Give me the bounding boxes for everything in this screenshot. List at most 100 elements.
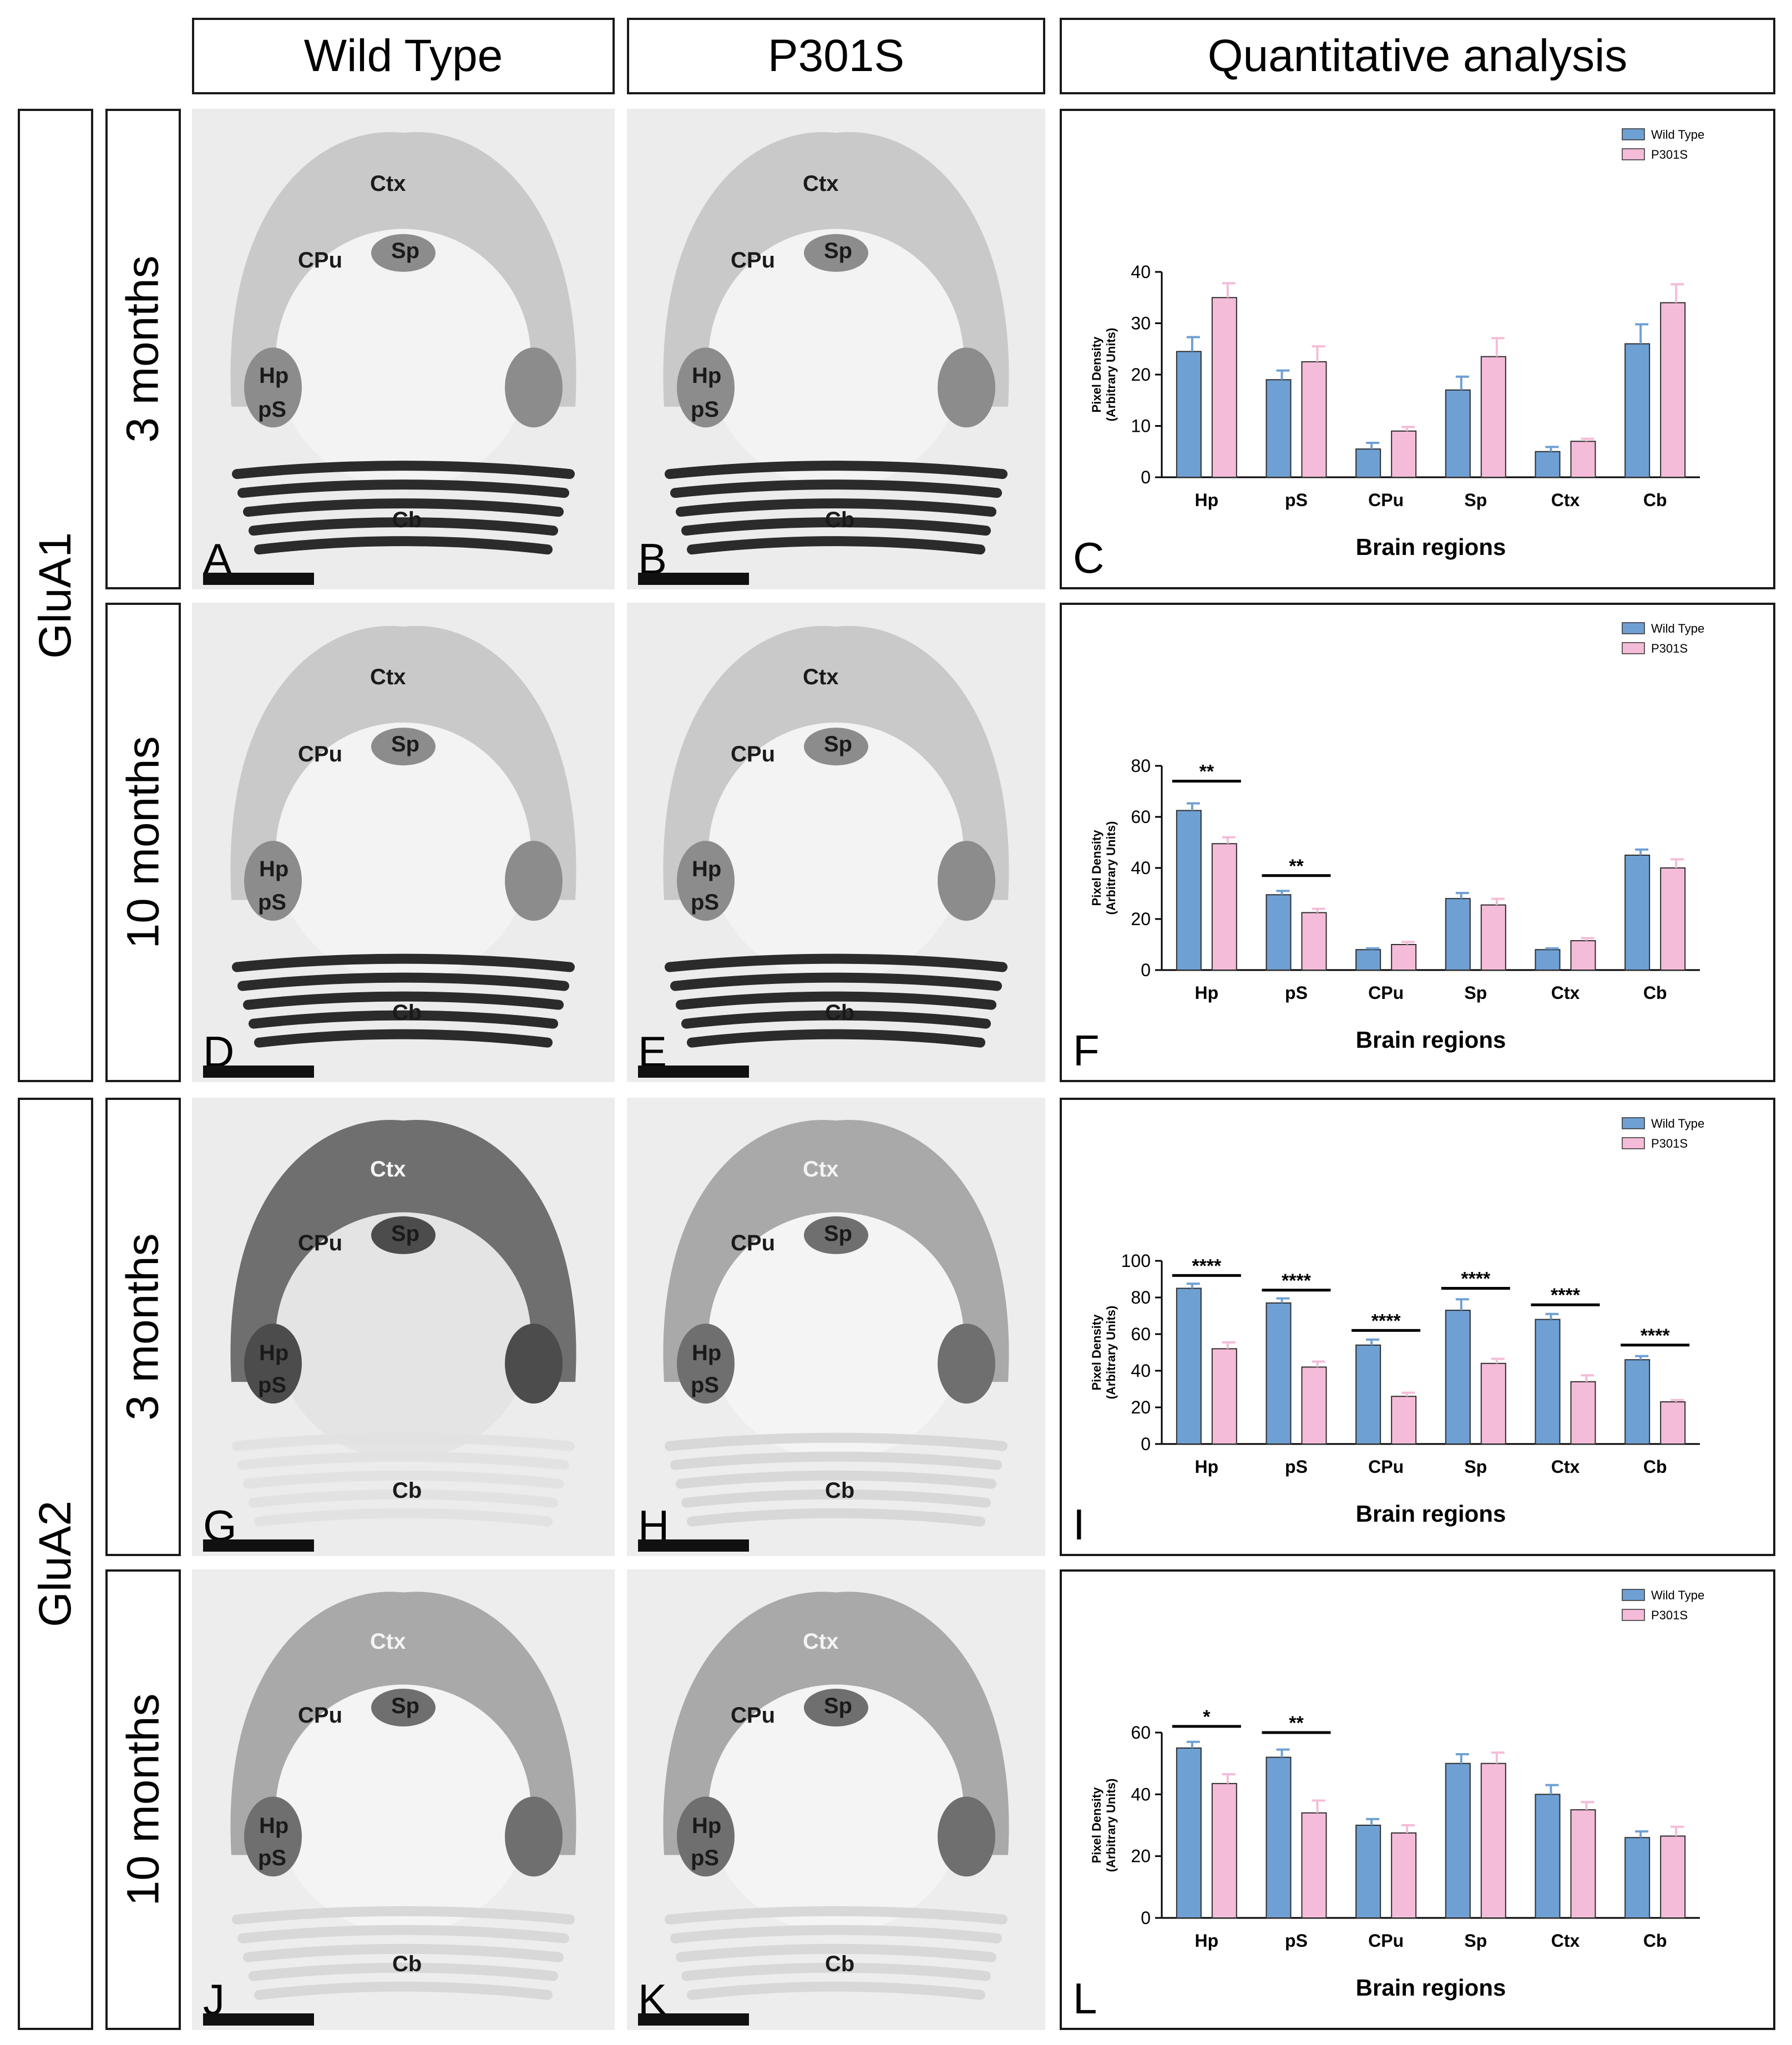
cerebellum-folium-shape (687, 1981, 985, 2000)
septum-shape (804, 728, 868, 766)
y-tick-label: 40 (1131, 1361, 1151, 1381)
x-tick-label: Hp (1195, 1931, 1219, 1951)
cerebellum-folium-shape (237, 972, 569, 991)
bar-wild-type-hp (1176, 1287, 1202, 1445)
bar-chart: 0 20 40 60 80 Pixel Density(Arbitrary Units) H… (1073, 622, 1704, 1075)
y-tick-label: 40 (1131, 1784, 1151, 1804)
bar-wild-type-ps (1265, 1302, 1292, 1445)
significance-label: **** (1371, 1310, 1401, 1331)
region-label-ps: pS (691, 1846, 720, 1870)
bar-wild-type-ctx (1535, 1319, 1561, 1445)
bar-p301s-cb (1660, 1401, 1686, 1445)
bar-wild-type-ctx (1535, 949, 1561, 971)
bar-p301s-ctx (1570, 1381, 1596, 1445)
hippocampus-left-shape (244, 841, 302, 921)
column-header-label: Quantitative analysis (1207, 31, 1628, 81)
y-axis-title-line: Pixel Density (1090, 1787, 1103, 1864)
region-label-ps: pS (691, 1372, 720, 1397)
cerebellum-folium-shape (670, 479, 1002, 498)
bar-wild-type-hp (1176, 810, 1202, 971)
bar-p301s-cb (1660, 302, 1686, 478)
hippocampus-right-shape (505, 841, 563, 921)
micrograph-panel-k: Ctx CPu Sp Hp pS Cb K (627, 1569, 1045, 2030)
bar-wild-type-sp (1445, 389, 1471, 478)
hippocampus-right-shape (938, 841, 995, 921)
cerebellum-folium-shape (681, 1962, 991, 1981)
cerebellum-folium-shape (254, 1981, 553, 2000)
cerebellum-folium-shape (232, 953, 575, 972)
legend-label: P301S (1651, 642, 1688, 655)
region-label-cpu: CPu (731, 248, 775, 273)
hippocampus-right-shape (505, 347, 563, 428)
inner-region (708, 723, 964, 982)
region-label-ps: pS (258, 890, 287, 915)
septum-shape (804, 234, 868, 272)
scale-bar (638, 1539, 749, 1552)
scale-bar (203, 573, 314, 585)
x-tick-label: Cb (1643, 983, 1667, 1003)
region-label-cpu: CPu (731, 741, 775, 766)
region-label-cpu: CPu (298, 741, 342, 766)
legend-label: P301S (1651, 1608, 1688, 1622)
region-label-cpu: CPu (731, 1703, 775, 1728)
hippocampus-left-shape (244, 1796, 302, 1877)
cerebellum-folium-shape (254, 1508, 553, 1527)
bar-p301s-ps (1301, 912, 1327, 971)
panel-letter: F (1073, 1026, 1100, 1075)
inner-region (276, 229, 531, 489)
bar-wild-type-hp (1176, 1747, 1202, 1918)
cerebellum-folium-shape (670, 972, 1002, 991)
region-label-cb: Cb (825, 1951, 855, 1976)
septum-shape (371, 1216, 436, 1254)
chart-panel-c: 0 10 20 30 40 Pixel Density(Arbitrary Units) H… (1060, 109, 1775, 589)
region-label-ctx: Ctx (370, 665, 406, 690)
scale-bar (638, 1066, 749, 1078)
legend-swatch (1622, 128, 1645, 140)
brain-section-drawing (230, 132, 576, 555)
brain-section-drawing (663, 132, 1009, 555)
y-tick-label: 0 (1141, 1908, 1151, 1928)
cerebellum-folium-shape (232, 1432, 575, 1451)
x-tick-label: CPu (1368, 490, 1404, 510)
inner-region (708, 229, 964, 489)
brain-section-drawing (663, 625, 1009, 1048)
inner-region (708, 1212, 964, 1460)
y-tick-label: 60 (1131, 807, 1151, 827)
bar-chart: 0 10 20 30 40 Pixel Density(Arbitrary Units) H… (1073, 128, 1704, 582)
cerebellum-folium-shape (232, 461, 575, 479)
cerebellum-folium-shape (670, 1451, 1002, 1470)
micrograph-panel-h: Ctx CPu Sp Hp pS Cb H (627, 1098, 1045, 1556)
legend-swatch (1622, 148, 1645, 160)
inner-region (276, 723, 531, 982)
significance-label: **** (1282, 1270, 1312, 1291)
significance-label: ** (1199, 761, 1214, 782)
region-label-cb: Cb (392, 507, 422, 532)
micrograph-panel-a: Ctx CPu Sp Hp pS Cb A (192, 109, 615, 589)
bar-p301s-hp (1211, 1348, 1237, 1445)
scale-bar (203, 1539, 314, 1552)
x-tick-label: Cb (1643, 490, 1667, 510)
region-label-ps: pS (691, 890, 720, 915)
x-tick-label: CPu (1368, 1457, 1404, 1477)
group-header-glua2: GluA2 (18, 1098, 93, 2030)
bar-p301s-sp (1480, 1362, 1506, 1445)
cerebellum-folium-shape (237, 1451, 569, 1470)
hippocampus-left-shape (677, 1796, 735, 1877)
y-axis-title: Pixel Density(Arbitrary Units) (1090, 1306, 1118, 1400)
region-label-sp: Sp (391, 732, 420, 757)
cerebellum-folium-shape (681, 1489, 991, 1508)
significance-label: **** (1641, 1325, 1670, 1346)
y-tick-label: 0 (1141, 960, 1151, 980)
legend-label: Wild Type (1651, 1117, 1704, 1130)
cerebellum-folium-shape (249, 1010, 558, 1029)
cerebellum-folium-shape (676, 991, 996, 1010)
scale-bar (638, 2013, 749, 2026)
bar-wild-type-cpu (1355, 1344, 1381, 1445)
cerebellum-folium-shape (243, 1470, 564, 1489)
x-tick-label: pS (1285, 983, 1308, 1003)
x-tick-label: Cb (1643, 1931, 1667, 1951)
x-tick-label: pS (1285, 490, 1308, 510)
y-tick-label: 20 (1131, 365, 1151, 385)
bar-p301s-ctx (1570, 940, 1596, 971)
y-axis-title: Pixel Density(Arbitrary Units) (1090, 328, 1118, 422)
